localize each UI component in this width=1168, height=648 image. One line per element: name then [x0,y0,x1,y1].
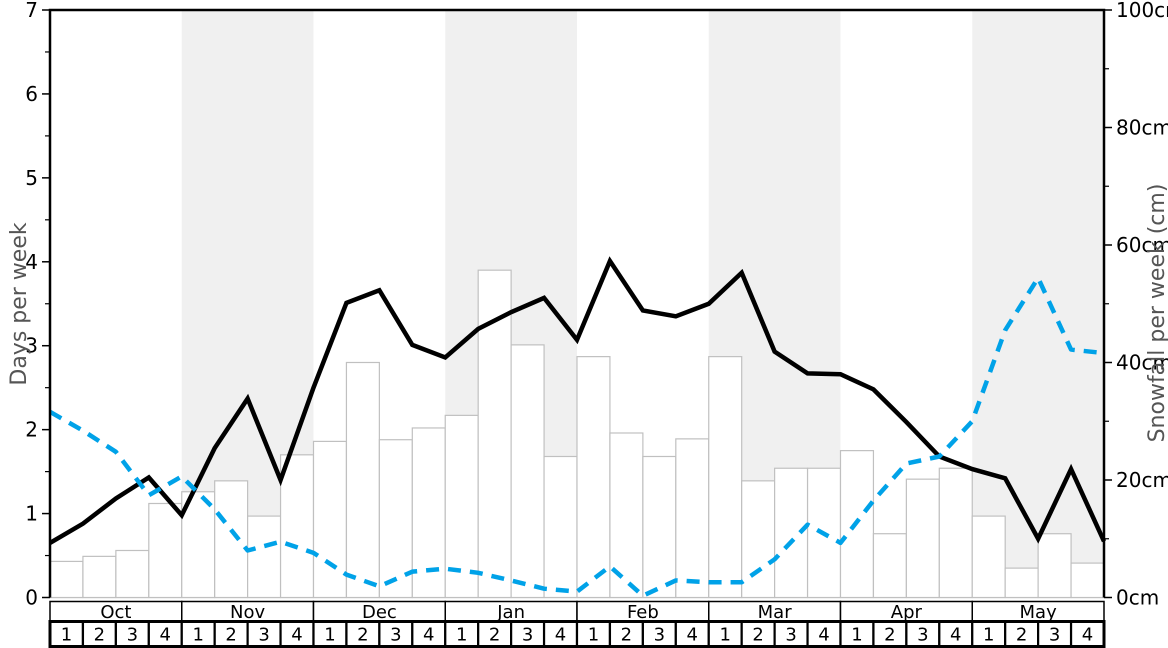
bar-week-20 [675,438,710,599]
week-label: 3 [390,625,401,646]
week-label: 3 [258,625,269,646]
left-tick-label-5: 5 [25,166,38,190]
right-tick-label-40: 40cm [1116,351,1168,375]
week-label: 2 [621,625,632,646]
bar-week-17 [576,356,611,599]
week-label: 3 [1049,625,1060,646]
bar-week-7 [247,515,282,599]
bar-week-9 [312,440,348,599]
left-tick-label-0: 0 [25,586,38,610]
bar-week-29 [971,515,1006,599]
bar-week-10 [345,361,380,599]
week-cell [773,620,809,648]
week-label: 2 [752,625,763,646]
week-label: 3 [127,625,138,646]
bar-week-6 [214,480,249,599]
week-label: 1 [61,625,72,646]
week-label: 2 [225,625,236,646]
week-label: 4 [950,625,961,646]
bar-week-32 [1070,562,1105,599]
week-cell [1004,620,1040,648]
week-label: 4 [291,625,302,646]
week-label: 1 [719,625,730,646]
week-label: 4 [818,625,829,646]
week-label: 2 [94,625,105,646]
month-label-May: May [1020,602,1058,623]
week-cell [542,620,579,648]
left-tick-label-6: 6 [25,82,38,106]
bar-week-28 [938,467,973,599]
week-row-border [48,620,1106,648]
week-label: 4 [1082,625,1093,646]
week-label: 1 [983,625,994,646]
week-label: 1 [588,625,599,646]
month-label-Mar: Mar [758,602,793,623]
right-tick-label-100: 100cm [1116,0,1168,22]
bar-week-4 [148,502,183,599]
bar-week-19 [642,455,677,599]
week-label: 2 [884,625,895,646]
month-label-Jan: Jan [496,602,525,623]
week-label: 3 [654,625,665,646]
bar-week-8 [279,454,315,599]
left-tick-label-7: 7 [25,0,38,22]
week-label: 1 [851,625,862,646]
week-label: 4 [555,625,566,646]
right-tick-label-60: 60cm [1116,233,1168,257]
left-tick-label-4: 4 [25,250,38,274]
bar-week-11 [378,439,413,599]
month-label-Feb: Feb [627,602,659,623]
week-label: 3 [917,625,928,646]
week-label: 3 [522,625,533,646]
bar-week-1 [49,560,84,599]
month-label-Apr: Apr [891,602,923,623]
bar-week-31 [1037,533,1072,599]
month-band-May [972,10,1104,598]
bar-week-3 [115,549,150,599]
bar-week-30 [1004,567,1039,599]
week-label: 4 [423,625,434,646]
bar-week-27 [905,478,940,599]
right-tick-label-20: 20cm [1116,468,1168,492]
week-label: 2 [357,625,368,646]
right-tick-label-0: 0cm [1116,586,1159,610]
bar-week-22 [741,480,776,599]
week-label: 2 [1016,625,1027,646]
week-label: 2 [489,625,500,646]
week-cell [839,620,875,648]
left-tick-label-1: 1 [25,502,38,526]
left-tick-label-3: 3 [25,334,38,358]
bar-week-2 [82,555,117,599]
month-label-Dec: Dec [362,602,397,623]
week-label: 4 [160,625,171,646]
bar-week-26 [872,533,907,599]
week-label: 1 [456,625,467,646]
week-label: 3 [785,625,796,646]
bar-week-21 [708,356,743,599]
left-tick-label-2: 2 [25,418,38,442]
week-label: 1 [192,625,203,646]
month-label-Oct: Oct [100,602,131,623]
week-label: 1 [324,625,335,646]
days-per-week-line [48,256,1107,545]
month-label-Nov: Nov [230,602,265,623]
right-tick-label-80: 80cm [1116,116,1168,140]
bar-week-16 [543,455,578,599]
week-label: 4 [687,625,698,646]
bar-week-15 [510,344,545,599]
